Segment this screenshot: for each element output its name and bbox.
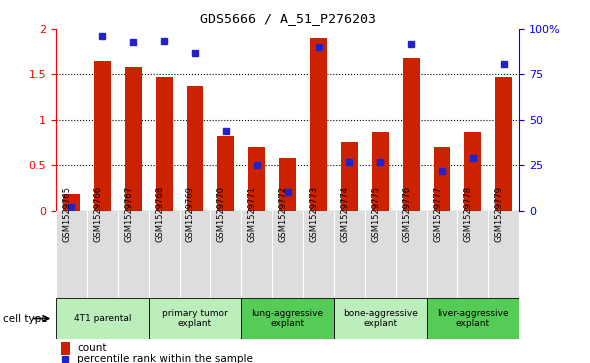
Bar [186,86,204,211]
Bar [310,38,327,211]
Text: GSM1529778: GSM1529778 [464,186,473,242]
Title: GDS5666 / A_51_P276203: GDS5666 / A_51_P276203 [199,12,376,25]
Text: GSM1529773: GSM1529773 [310,186,319,242]
Bar [149,298,241,339]
Text: liver-aggressive
explant: liver-aggressive explant [437,309,509,328]
Text: GSM1529765: GSM1529765 [63,186,71,242]
Bar [156,77,173,211]
Bar [248,147,266,211]
Text: GSM1529770: GSM1529770 [217,186,226,242]
Text: GSM1529775: GSM1529775 [371,186,381,242]
Bar [63,194,80,211]
Bar [94,61,111,211]
Bar [402,58,419,211]
Text: cell type: cell type [3,314,48,323]
Bar [217,136,234,211]
Bar [464,132,481,211]
Bar [279,158,296,211]
Text: lung-aggressive
explant: lung-aggressive explant [251,309,324,328]
Bar [61,342,70,355]
Text: GSM1529771: GSM1529771 [248,186,257,242]
Bar [341,142,358,211]
Bar [56,298,149,339]
Bar [427,298,519,339]
Text: GSM1529767: GSM1529767 [124,186,133,242]
Bar [334,298,427,339]
Text: GSM1529769: GSM1529769 [186,186,195,242]
Text: GSM1529768: GSM1529768 [155,186,164,242]
Text: bone-aggressive
explant: bone-aggressive explant [343,309,418,328]
Text: 4T1 parental: 4T1 parental [74,314,131,323]
Text: GSM1529779: GSM1529779 [495,186,504,242]
Bar [495,77,512,211]
Text: count: count [77,343,106,353]
Text: GSM1529772: GSM1529772 [278,186,288,242]
Text: primary tumor
explant: primary tumor explant [162,309,228,328]
Text: percentile rank within the sample: percentile rank within the sample [77,354,253,363]
Text: GSM1529777: GSM1529777 [433,186,442,242]
Text: GSM1529766: GSM1529766 [93,186,103,242]
Text: GSM1529774: GSM1529774 [340,186,349,242]
Bar [434,147,451,211]
Bar [124,67,142,211]
Bar [241,298,334,339]
Bar [372,132,389,211]
Text: GSM1529776: GSM1529776 [402,186,411,242]
